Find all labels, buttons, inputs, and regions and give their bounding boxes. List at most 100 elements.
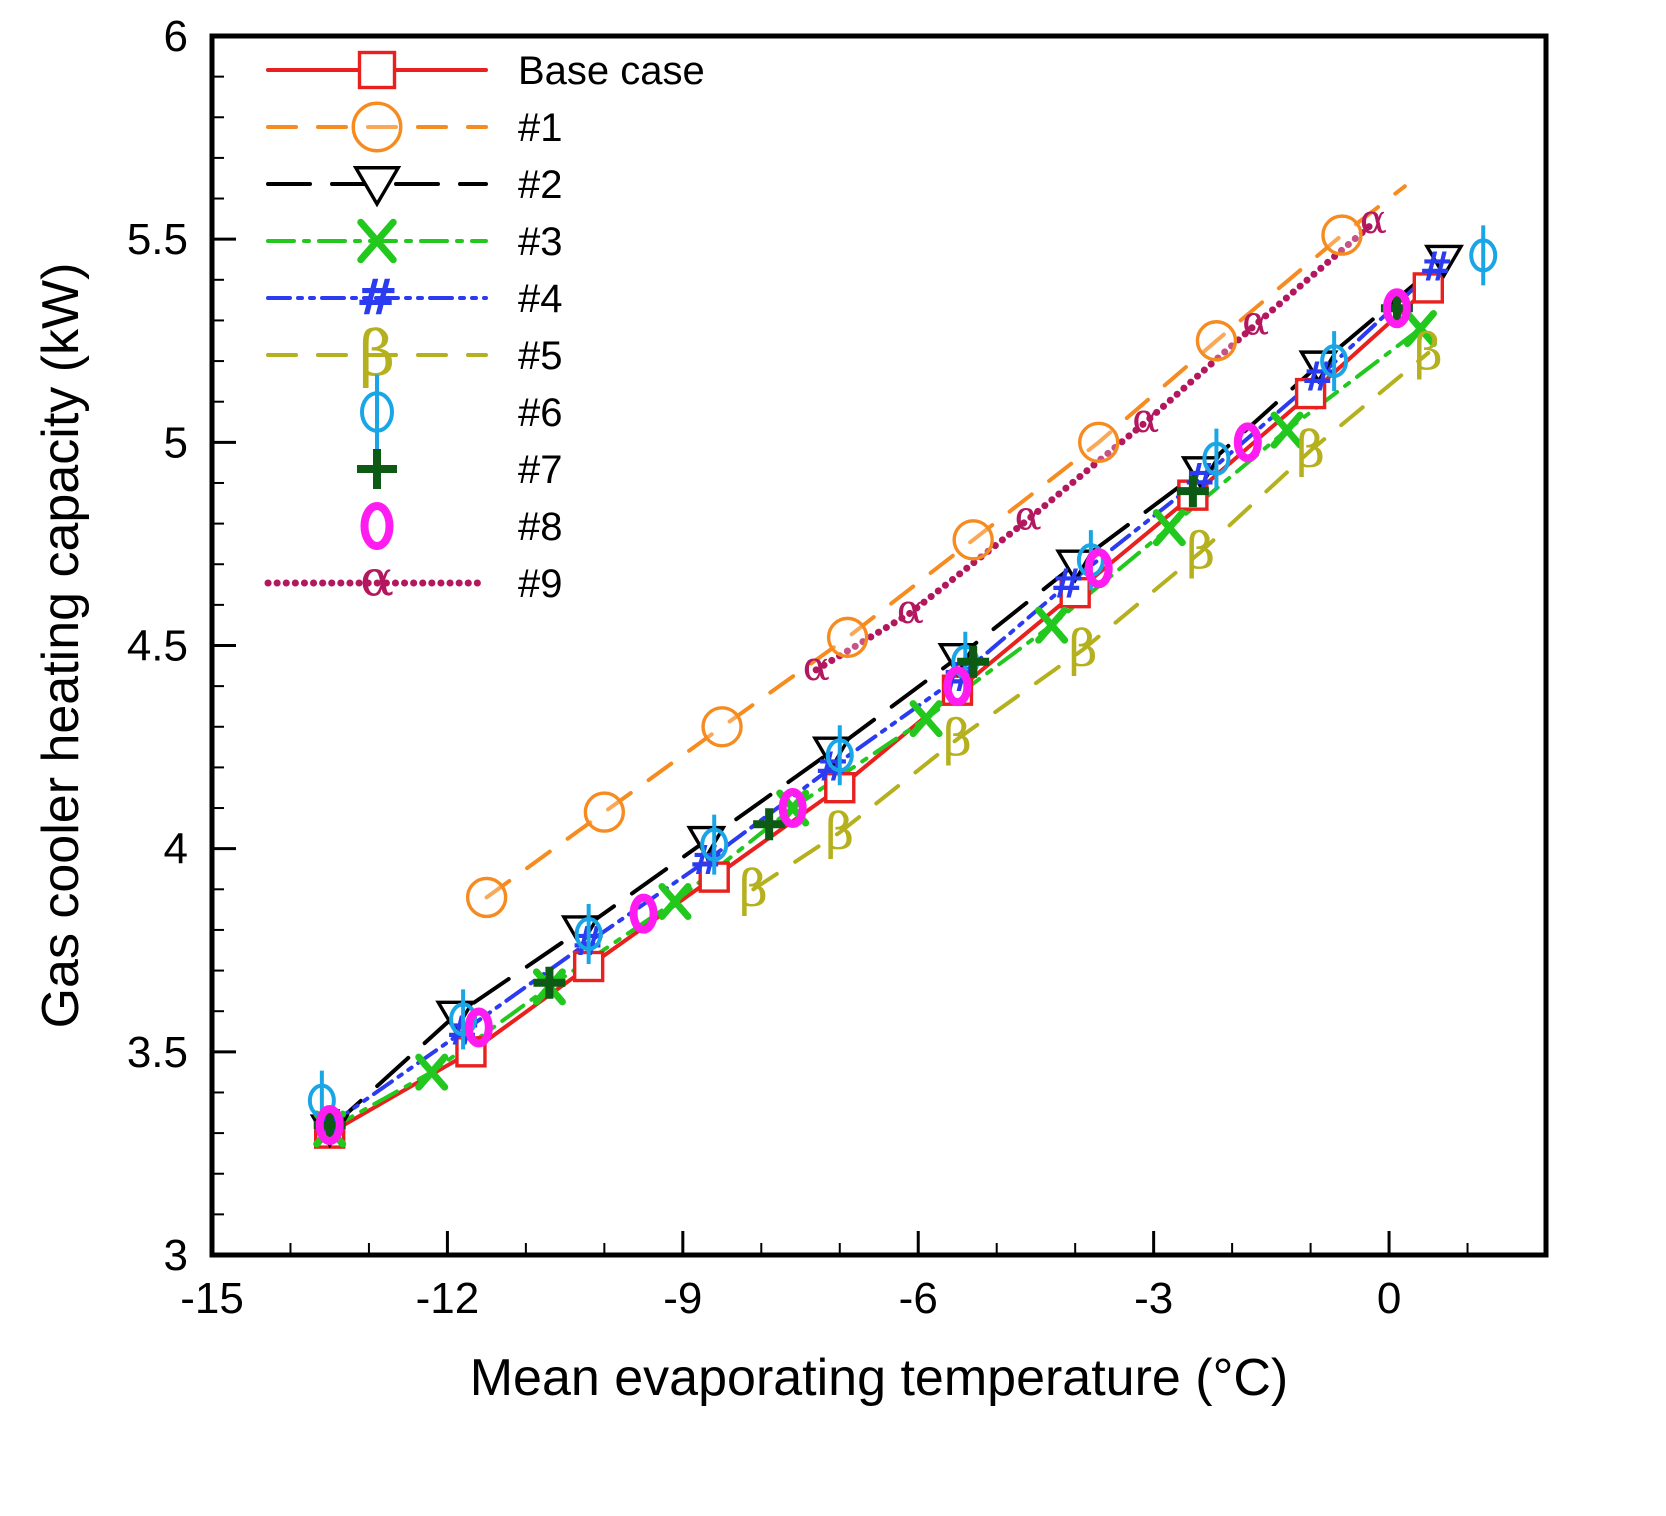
marker-alpha: α	[360, 550, 394, 608]
legend-item-6: #6	[360, 374, 563, 450]
data-point-series-2	[1055, 549, 1096, 584]
legend-item-3: #3	[266, 218, 563, 264]
y-tick-label: 4.5	[127, 622, 188, 671]
marker-zero	[464, 1007, 493, 1048]
data-point-series-8	[1084, 548, 1113, 589]
legend-label: #8	[518, 505, 563, 549]
data-point-series-6	[1202, 428, 1231, 489]
marker-square	[1294, 377, 1327, 410]
legend-marker	[360, 374, 394, 450]
marker-circle	[351, 101, 403, 153]
data-point-series-9: α	[897, 587, 924, 633]
series-lines	[327, 184, 1446, 1136]
data-point-series-5: β	[1414, 323, 1443, 381]
x-tick-label: -3	[1134, 1274, 1173, 1323]
data-point-series-8	[315, 1104, 344, 1145]
marker-beta: β	[825, 802, 854, 860]
data-point-series-1	[1195, 320, 1238, 362]
data-point-series-6	[449, 989, 478, 1050]
legend-item-5: β #5	[266, 317, 563, 390]
legend-item-8: #8	[360, 502, 563, 550]
marker-beta: β	[739, 859, 768, 917]
data-point-series-1	[952, 519, 994, 561]
data-point-series-1	[1078, 421, 1120, 464]
marker-zero	[629, 893, 658, 934]
marker-x-stroke	[1152, 509, 1186, 547]
series-line-5	[751, 350, 1431, 892]
marker-beta: β	[1186, 522, 1215, 580]
marker-alpha: α	[1132, 396, 1159, 442]
axis-ticks: -15 -12 -9 -6 -3 0 3 3.5 4 4.5 5 5.5 6	[127, 12, 1469, 1323]
y-axis-title: Gas cooler heating capacity (kW)	[32, 263, 90, 1029]
data-point-series-5: β	[1296, 420, 1325, 478]
data-point-series-2	[1424, 244, 1464, 279]
legend-marker	[352, 166, 402, 208]
data-point-series-8	[778, 788, 807, 829]
data-point-series-2	[1298, 350, 1339, 385]
data-point-series-3	[1403, 310, 1437, 348]
legend-label: #5	[518, 334, 563, 378]
marker-beta: β	[1414, 323, 1443, 381]
data-point-series-3	[1152, 509, 1186, 547]
legend-label: #3	[518, 220, 563, 264]
series-line-9	[812, 219, 1377, 674]
data-point-series-6	[825, 725, 854, 786]
legend-item-1: #1	[266, 101, 563, 153]
data-point-series-4: #	[1051, 561, 1085, 608]
legend-item-4: # #4	[266, 267, 563, 326]
legend-item-2: #2	[266, 163, 563, 208]
marker-triangle	[1055, 549, 1096, 584]
x-tick-label: 0	[1377, 1274, 1401, 1323]
marker-square	[824, 772, 856, 804]
data-point-series-7	[753, 808, 786, 841]
marker-alpha: α	[803, 644, 830, 690]
legend-item-7: #7	[357, 448, 563, 492]
data-point-series-6	[1469, 225, 1498, 286]
marker-zero	[778, 788, 807, 829]
data-point-series-5: β	[1069, 620, 1098, 678]
legend-label: Base case	[518, 49, 705, 93]
marker-beta: β	[1069, 620, 1098, 678]
marker-circle	[583, 791, 626, 833]
data-point-series-8	[629, 893, 658, 934]
series-line-2	[327, 257, 1446, 1131]
marker-circle	[1195, 320, 1238, 362]
plot-frame	[209, 33, 1549, 1258]
marker-circle	[1078, 421, 1120, 464]
y-tick-label: 3.5	[127, 1028, 188, 1077]
data-point-series-5: β	[739, 859, 768, 917]
marker-zero	[360, 502, 394, 550]
data-point-series-3	[1270, 411, 1304, 449]
legend-marker	[360, 502, 394, 550]
marker-x-stroke	[1270, 411, 1304, 449]
data-point-series-3	[1035, 606, 1069, 644]
marker-hash: #	[356, 267, 398, 326]
marker-zero	[1084, 548, 1113, 589]
marker-alpha: α	[1360, 197, 1387, 243]
marker-circle	[952, 519, 994, 561]
data-point-series-1	[583, 791, 626, 833]
legend-label: #4	[518, 277, 563, 321]
marker-x-stroke	[909, 700, 943, 738]
marker-beta: β	[943, 709, 972, 767]
legend-marker	[357, 50, 397, 90]
marker-circle	[1321, 214, 1363, 256]
legend-marker	[357, 449, 397, 489]
data-point-series-9: α	[1360, 197, 1387, 243]
data-point-series-0	[1412, 272, 1444, 304]
legend-marker: α	[360, 550, 394, 608]
data-point-series-3	[909, 700, 943, 738]
marker-alpha: α	[897, 587, 924, 633]
legend-label: #9	[518, 562, 563, 606]
legend: Base case #1 #2 #3 # #4β #5#6 #7 #8 α #9	[264, 49, 705, 608]
marker-zero	[1233, 422, 1262, 463]
data-point-series-1	[701, 706, 743, 748]
legend-label: #6	[518, 391, 563, 435]
marker-circle	[701, 706, 743, 748]
data-point-series-5: β	[1186, 522, 1215, 580]
legend-marker	[357, 218, 397, 264]
marker-triangle	[1298, 350, 1339, 385]
marker-x-stroke	[415, 1053, 449, 1091]
marker-zero	[1382, 288, 1411, 329]
